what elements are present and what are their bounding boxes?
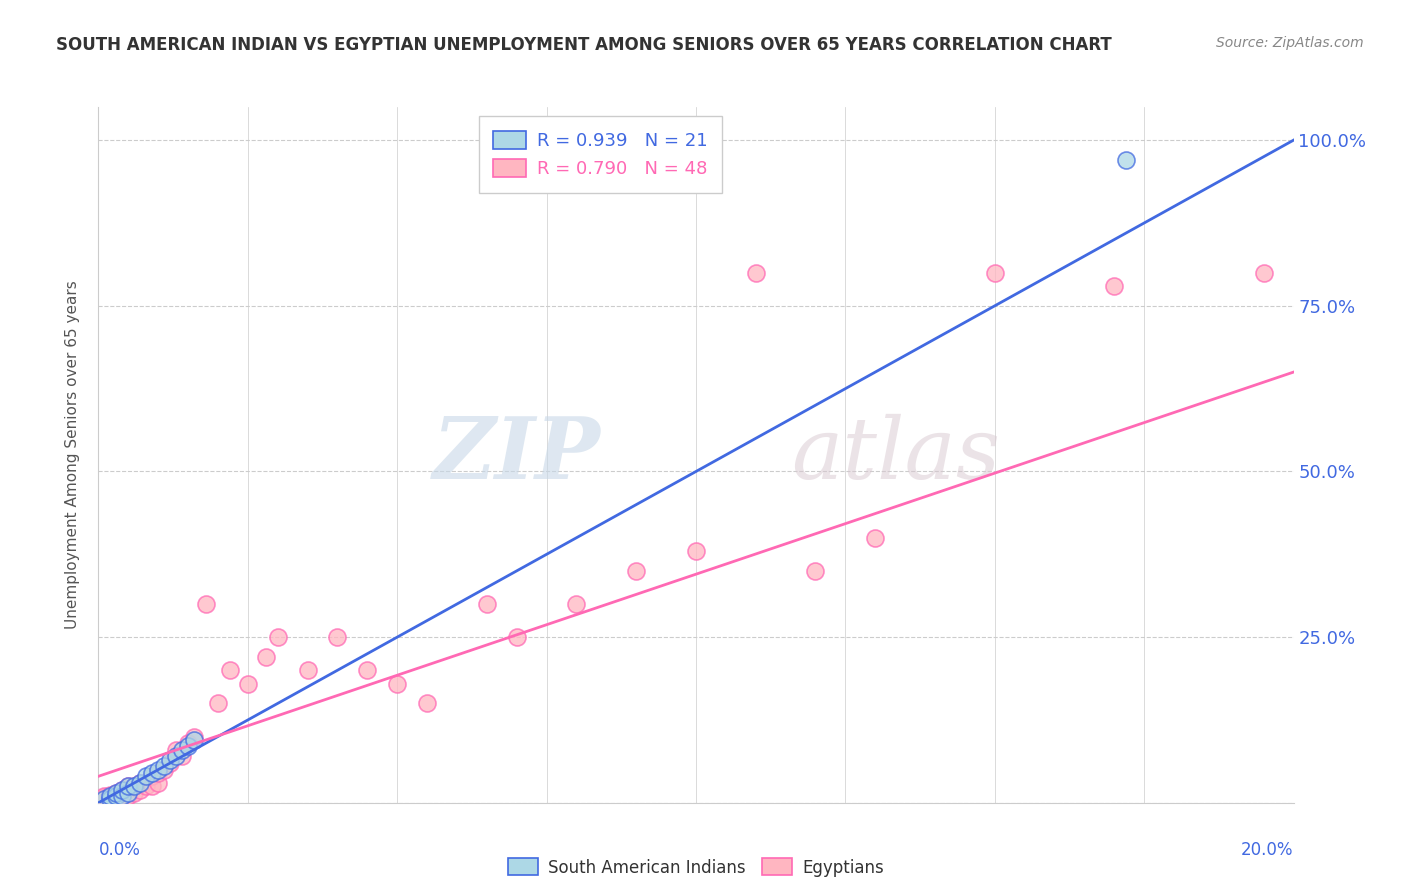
Point (117, 779, 139, 793)
Point (165, 743, 187, 757)
Point (124, 779, 146, 793)
Point (153, 763, 176, 777)
Point (111, 789, 134, 804)
Point (117, 779, 139, 793)
Point (865, 531, 887, 545)
Point (98, 792, 122, 806)
Point (297, 663, 319, 677)
Point (159, 756, 181, 770)
Point (105, 790, 128, 805)
Point (98, 788, 122, 802)
Point (153, 759, 176, 773)
Text: 0.0%: 0.0% (98, 841, 141, 859)
Point (685, 544, 707, 558)
Legend: South American Indians, Egyptians: South American Indians, Egyptians (499, 850, 893, 885)
Point (326, 630, 349, 644)
Point (111, 782, 134, 797)
Point (93, 792, 115, 806)
Point (183, 732, 205, 747)
Point (177, 739, 200, 754)
Point (148, 776, 170, 790)
Point (236, 676, 259, 690)
Point (93, 790, 115, 805)
Point (111, 782, 134, 797)
Point (124, 779, 146, 793)
Point (93, 789, 115, 804)
Point (984, 266, 1007, 280)
Point (148, 763, 170, 777)
Point (385, 676, 409, 690)
Point (129, 782, 152, 797)
Point (267, 630, 290, 644)
Point (1253, 266, 1275, 280)
Point (1115, 153, 1137, 167)
Point (506, 630, 529, 644)
Point (117, 786, 139, 800)
Point (135, 779, 157, 793)
Point (165, 749, 187, 764)
Text: atlas: atlas (792, 414, 1001, 496)
Point (626, 564, 648, 578)
Point (219, 663, 242, 677)
Point (141, 779, 163, 793)
Text: SOUTH AMERICAN INDIAN VS EGYPTIAN UNEMPLOYMENT AMONG SENIORS OVER 65 YEARS CORRE: SOUTH AMERICAN INDIAN VS EGYPTIAN UNEMPL… (56, 36, 1112, 54)
Point (804, 564, 827, 578)
Point (207, 697, 229, 711)
Point (105, 786, 128, 800)
Point (254, 650, 277, 665)
Point (1104, 279, 1126, 293)
Point (93, 792, 115, 806)
Point (98, 789, 122, 804)
Point (135, 769, 157, 783)
Point (172, 749, 194, 764)
Point (159, 753, 181, 767)
Point (111, 789, 134, 804)
Point (117, 789, 139, 804)
Point (177, 736, 200, 750)
Point (148, 766, 170, 780)
Point (98, 792, 122, 806)
Point (745, 266, 768, 280)
Point (172, 743, 194, 757)
Point (129, 776, 152, 790)
Y-axis label: Unemployment Among Seniors over 65 years: Unemployment Among Seniors over 65 years (65, 281, 80, 629)
Point (416, 697, 439, 711)
Point (105, 786, 128, 800)
Text: ZIP: ZIP (433, 413, 600, 497)
Point (141, 769, 163, 783)
Point (475, 597, 498, 611)
Point (141, 766, 163, 780)
Point (183, 730, 205, 744)
Text: Source: ZipAtlas.com: Source: ZipAtlas.com (1216, 36, 1364, 50)
Point (195, 597, 218, 611)
Point (356, 663, 378, 677)
Point (105, 789, 128, 804)
Point (565, 597, 588, 611)
Text: 20.0%: 20.0% (1241, 841, 1294, 859)
Point (129, 776, 152, 790)
Point (124, 786, 146, 800)
